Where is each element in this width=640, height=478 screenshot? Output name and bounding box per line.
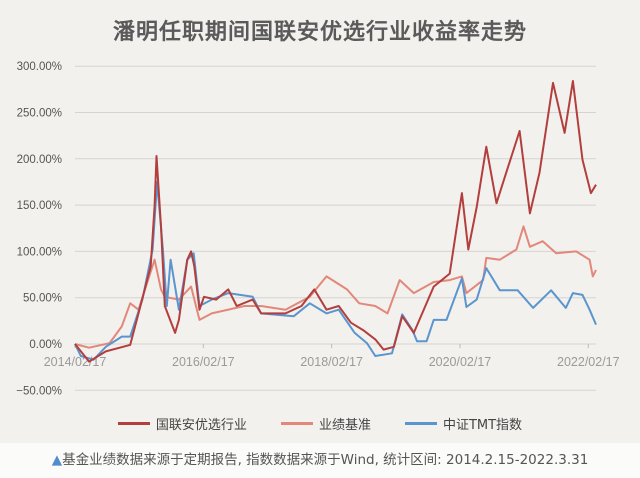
legend-label: 业绩基准 [318,418,371,433]
series-line-2 [74,181,597,361]
legend-swatch [117,422,150,425]
triangle-icon: ▲ [51,452,63,468]
series-line-0 [74,80,597,363]
y-tick-label: 50.00% [23,293,62,305]
x-tick-label: 2022/02/17 [557,355,620,369]
legend: 国联安优选行业 业绩基准 中证TMT指数 [0,414,640,433]
series-lines [74,80,597,363]
x-tick-label: 2018/02/17 [300,355,363,369]
y-tick-label: 0.00% [29,339,62,351]
legend-item-fund: 国联安优选行业 [117,414,247,433]
y-tick-label: 100.00% [17,246,62,258]
x-tick-label: 2016/02/17 [172,355,235,369]
legend-swatch [404,422,437,425]
y-tick-label: −50.00% [16,385,62,397]
chart-title: 潘明任职期间国联安优选行业收益率走势 [112,20,527,45]
legend-label: 中证TMT指数 [442,418,523,433]
legend-swatch [280,422,313,425]
legend-item-benchmark: 业绩基准 [280,414,371,433]
y-tick-label: 300.00% [17,61,62,73]
line-chart: 300.00% 250.00% 200.00% 150.00% 100.00% 50.00… [16,61,620,397]
grid-lines [75,65,596,391]
legend-item-tmt-index: 中证TMT指数 [404,414,523,433]
y-tick-label: 200.00% [17,154,62,166]
series-line-1 [74,225,597,349]
legend-label: 国联安优选行业 [155,418,247,433]
y-tick-label: 150.00% [17,200,62,212]
source-caption: ▲基金业绩数据来源于定期报告, 指数数据来源于Wind, 统计区间: 2014.… [0,443,640,478]
x-tick-label: 2020/02/17 [429,355,492,369]
caption-text: 基金业绩数据来源于定期报告, 指数数据来源于Wind, 统计区间: 2014.2… [62,452,589,468]
y-tick-label: 250.00% [17,108,62,120]
